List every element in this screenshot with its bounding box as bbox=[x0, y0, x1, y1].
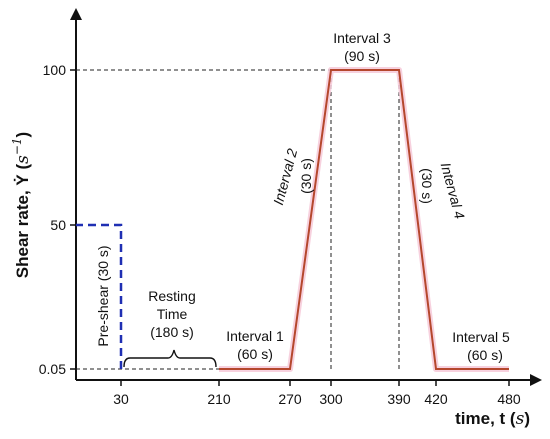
x-axis-title: time, t (s) bbox=[455, 409, 530, 429]
x-tick-label-210: 210 bbox=[207, 391, 231, 407]
x-axis-arrow bbox=[530, 374, 542, 386]
interval5-label-line2: (60 s) bbox=[467, 347, 503, 363]
interval3-label-line1: Interval 3 bbox=[333, 30, 391, 46]
interval4-label-line2: (30 s) bbox=[419, 168, 435, 204]
interval1-label-line2: (60 s) bbox=[237, 346, 273, 362]
interval2-label-line1: Interval 2 bbox=[270, 147, 300, 207]
x-tick-label-300: 300 bbox=[319, 391, 343, 407]
x-tick-label-390: 390 bbox=[387, 391, 411, 407]
x-tick-label-270: 270 bbox=[278, 391, 302, 407]
resting-time-brace bbox=[123, 349, 217, 368]
interval1-label-line1: Interval 1 bbox=[226, 328, 284, 344]
preshear-label: Pre-shear (30 s) bbox=[95, 245, 111, 346]
y-tick-label-100: 100 bbox=[43, 62, 67, 78]
y-tick-label-50: 50 bbox=[50, 217, 66, 233]
y-axis-arrow bbox=[70, 8, 82, 20]
x-tick-label-420: 420 bbox=[424, 391, 448, 407]
series-1-line bbox=[219, 69, 509, 370]
interval2-label-line2: (30 s) bbox=[298, 158, 314, 194]
resting-label-line2: Time bbox=[157, 306, 188, 322]
y-axis-title: Shear rate, Ẏ (s−1) bbox=[10, 132, 33, 278]
resting-label-line1: Resting bbox=[148, 288, 195, 304]
series-0-line bbox=[76, 223, 123, 369]
interval4-label-line1: Interval 4 bbox=[438, 161, 468, 221]
interval3-label-line2: (90 s) bbox=[344, 48, 380, 64]
series-1-glow bbox=[219, 67, 509, 372]
x-tick-label-30: 30 bbox=[113, 391, 129, 407]
interval5-label-line1: Interval 5 bbox=[452, 329, 510, 345]
resting-label-line3: (180 s) bbox=[150, 324, 194, 340]
x-tick-label-480: 480 bbox=[497, 391, 521, 407]
y-tick-label-0.05: 0.05 bbox=[39, 361, 66, 377]
